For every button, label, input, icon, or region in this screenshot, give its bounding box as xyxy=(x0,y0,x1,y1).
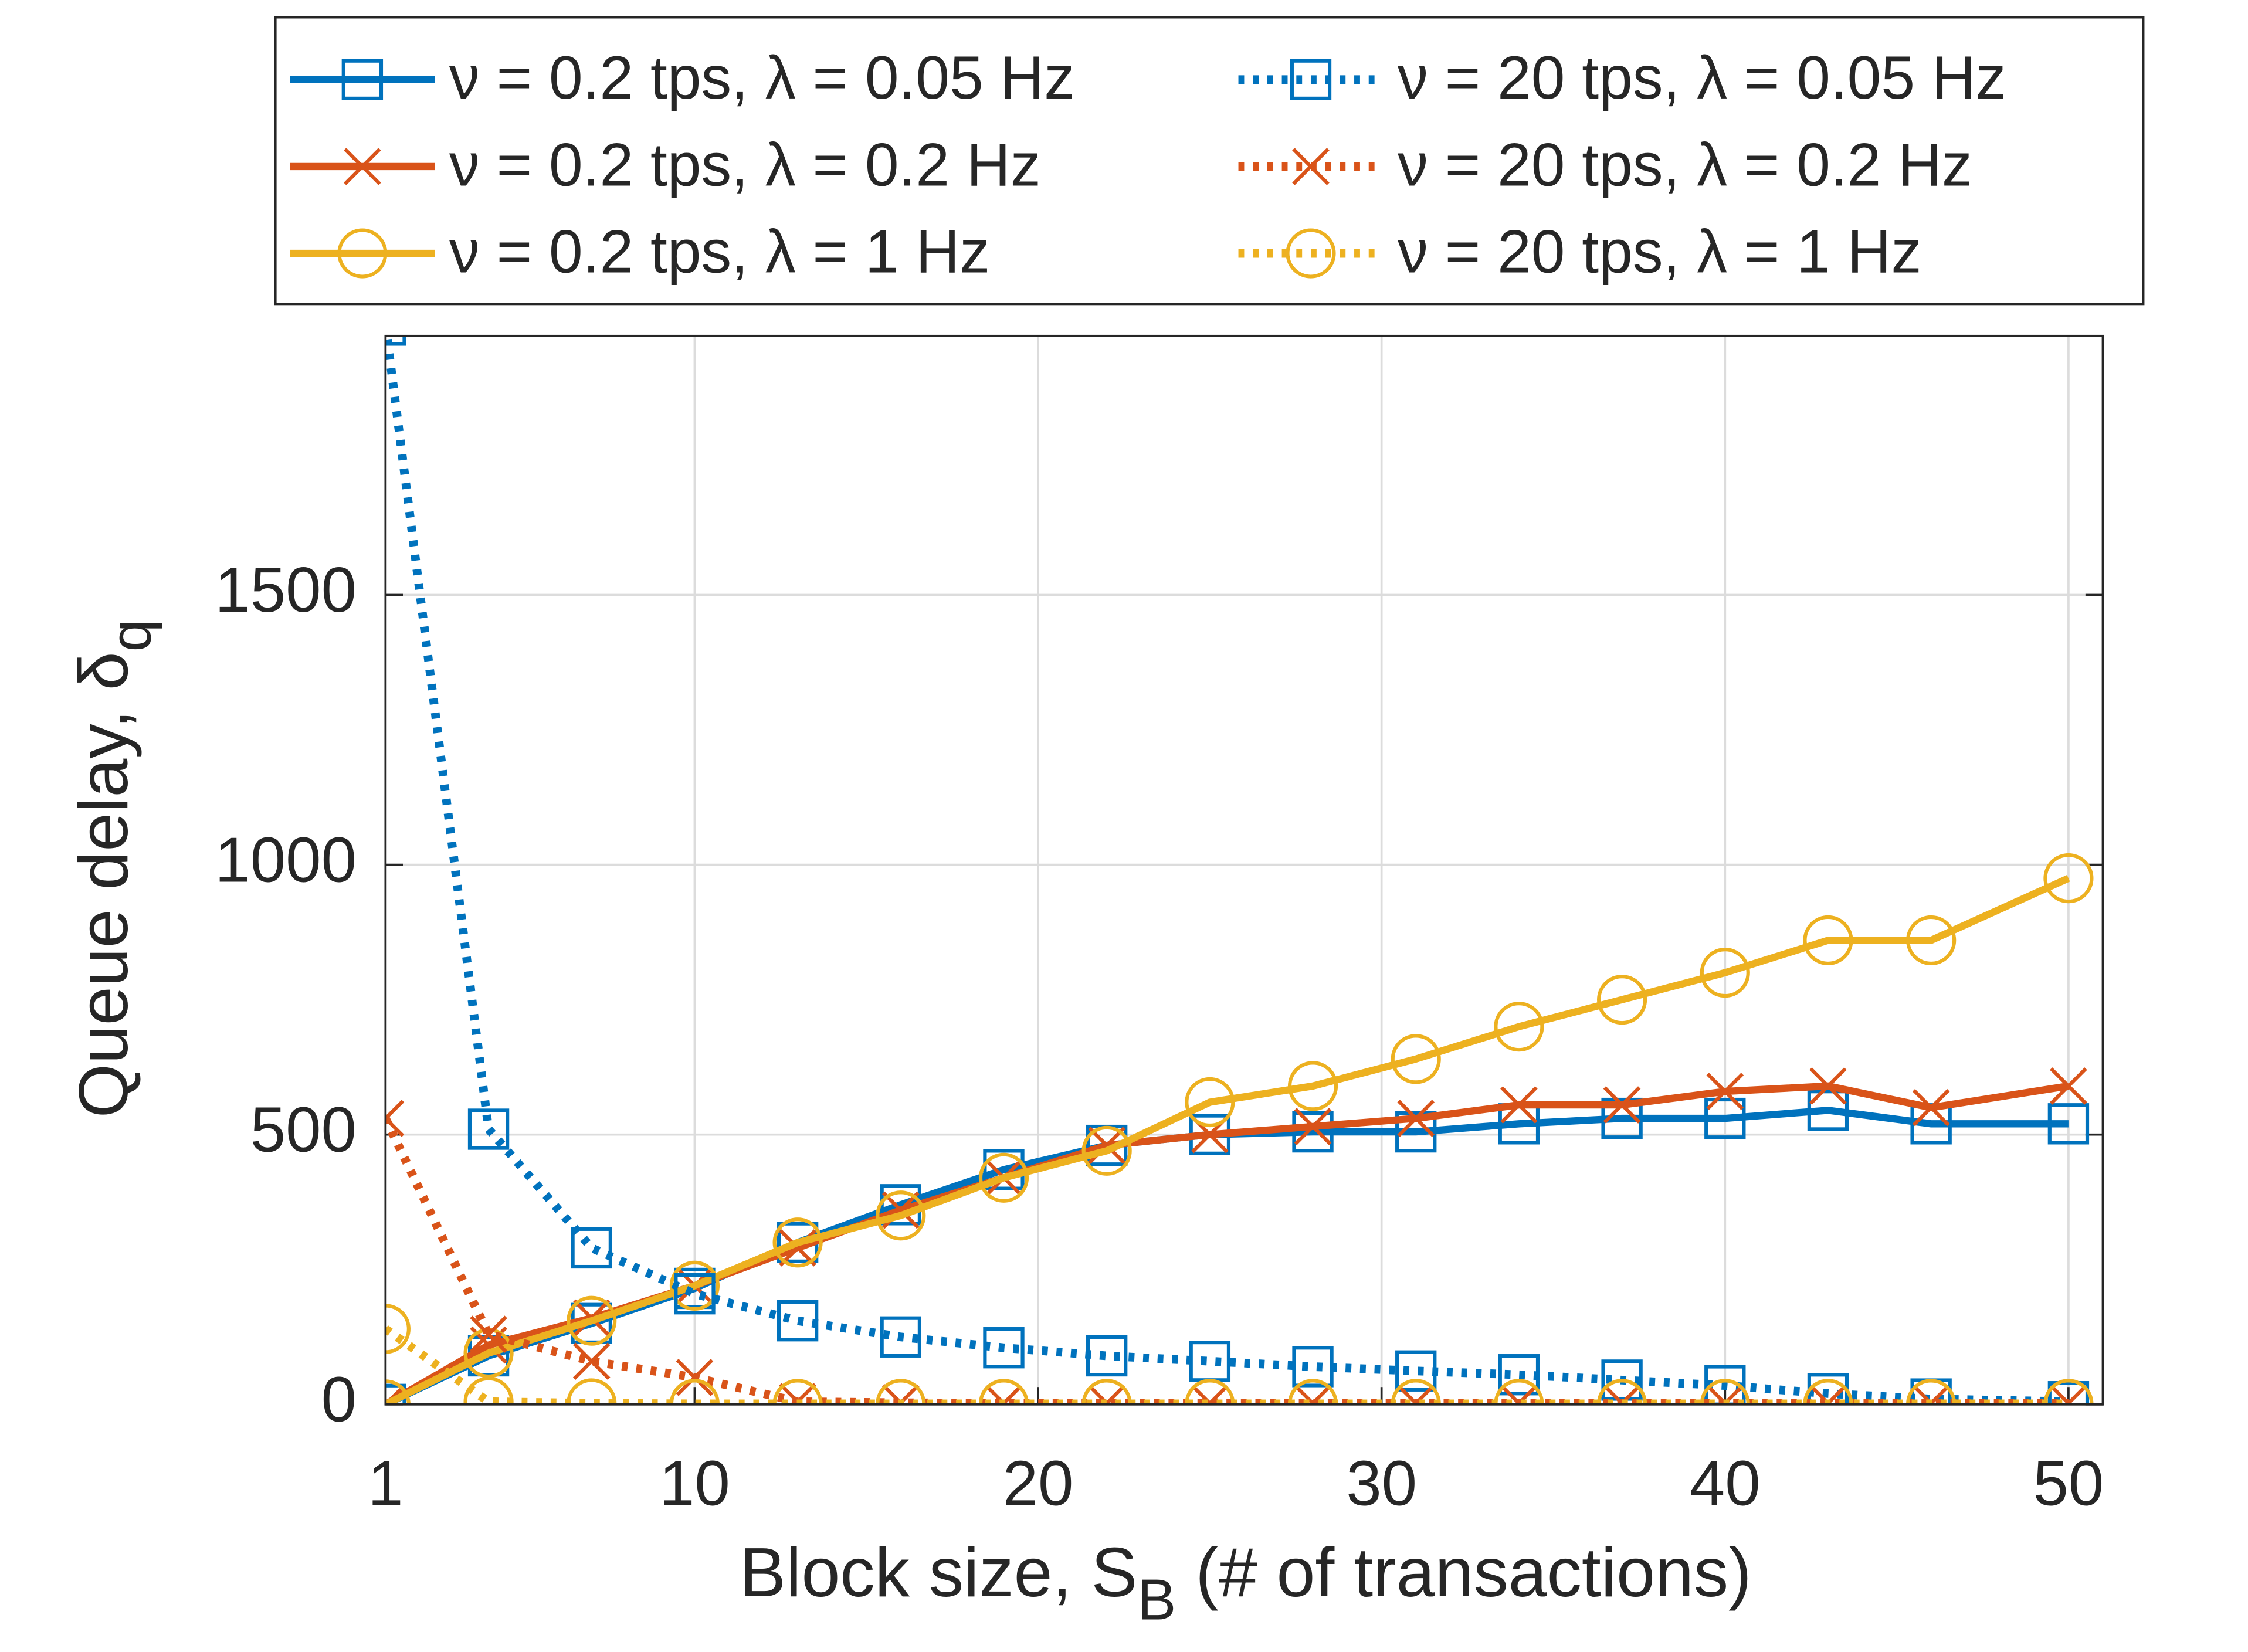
marker-circle xyxy=(337,228,388,279)
marker-circle xyxy=(1185,1077,1235,1128)
y-tick-label: 1000 xyxy=(215,825,357,895)
marker-circle xyxy=(772,1217,823,1268)
axes-box xyxy=(384,334,2104,1406)
marker-square xyxy=(1807,1090,1849,1131)
marker-square xyxy=(1395,1350,1437,1392)
marker-square xyxy=(1704,1097,1746,1139)
marker-circle xyxy=(385,1304,411,1354)
marker-square xyxy=(1086,1335,1128,1377)
marker-circle xyxy=(669,1260,720,1311)
marker-square xyxy=(983,1327,1025,1369)
legend-label: ν = 20 tps, λ = 1 Hz xyxy=(1398,217,1921,285)
marker-circle xyxy=(1906,915,1957,966)
x-tick-label: 40 xyxy=(1690,1449,1761,1519)
marker-square xyxy=(1601,1359,1643,1401)
legend-label: ν = 20 tps, λ = 0.05 Hz xyxy=(1398,43,2006,111)
y-tick-label: 0 xyxy=(321,1365,357,1436)
x-label-rest: (# of transactions) xyxy=(1176,1534,1751,1612)
marker-square xyxy=(2047,1381,2090,1405)
marker-x xyxy=(2050,1067,2087,1105)
marker-x xyxy=(1397,1100,1435,1137)
marker-circle xyxy=(876,1190,926,1241)
legend-label: ν = 20 tps, λ = 0.2 Hz xyxy=(1398,130,1972,198)
marker-square xyxy=(571,1227,612,1269)
marker-square xyxy=(1292,1346,1334,1388)
legend-label: ν = 0.2 tps, λ = 0.05 Hz xyxy=(449,43,1074,111)
marker-square xyxy=(674,1273,716,1315)
x-label-main: Block size, S xyxy=(740,1534,1137,1612)
marker-square xyxy=(880,1316,921,1358)
marker-square xyxy=(1601,1097,1643,1139)
legend-label: ν = 0.2 tps, λ = 0.2 Hz xyxy=(449,130,1041,198)
marker-circle xyxy=(978,1152,1029,1203)
marker-circle xyxy=(1287,1061,1338,1111)
marker-square xyxy=(2047,1103,2090,1145)
marker-x xyxy=(1292,148,1330,185)
marker-circle xyxy=(567,1295,617,1346)
marker-circle xyxy=(1494,1002,1544,1052)
marker-x xyxy=(1294,1108,1332,1145)
y-tick-label: 500 xyxy=(250,1094,357,1165)
plot-area xyxy=(385,335,2094,1405)
marker-x xyxy=(344,148,381,185)
y-label-main: Queue delay, δ xyxy=(65,652,143,1118)
legend-box xyxy=(274,16,2145,306)
marker-x xyxy=(385,1386,405,1405)
legend-label: ν = 0.2 tps, λ = 1 Hz xyxy=(449,217,990,285)
marker-x xyxy=(470,1315,507,1353)
marker-x xyxy=(1500,1086,1538,1124)
marker-x xyxy=(385,1100,405,1137)
marker-x xyxy=(572,1342,611,1380)
marker-circle xyxy=(1286,228,1336,279)
legend: ν = 0.2 tps, λ = 0.05 Hz ν = 0.2 tps, λ =… xyxy=(290,43,2006,285)
marker-x xyxy=(1603,1086,1641,1124)
marker-square xyxy=(1290,59,1332,100)
marker-circle xyxy=(1597,975,1647,1025)
marker-square xyxy=(467,1108,510,1150)
marker-square xyxy=(1292,1111,1334,1153)
marker-circle xyxy=(1391,1034,1441,1084)
series-line xyxy=(385,874,2070,1405)
marker-square xyxy=(777,1300,819,1342)
marker-x xyxy=(1809,1067,1847,1105)
x-axis-label: Block size, SB (# of transactions) xyxy=(740,1534,1752,1631)
x-tick-label: 20 xyxy=(1003,1449,1074,1519)
marker-square xyxy=(1395,1111,1437,1153)
x-tick-label: 30 xyxy=(1346,1449,1417,1519)
y-tick-label: 1500 xyxy=(215,555,357,626)
marker-square xyxy=(1498,1354,1540,1396)
marker-circle xyxy=(1081,1125,1132,1176)
x-tick-label: 1 xyxy=(368,1449,403,1519)
y-label-sub: q xyxy=(98,619,162,652)
marker-circle xyxy=(1803,915,1853,966)
marker-circle xyxy=(1700,948,1750,998)
marker-x xyxy=(1706,1073,1744,1110)
x-tick-label: 50 xyxy=(2033,1449,2104,1519)
series-line xyxy=(385,335,2069,1405)
marker-x xyxy=(676,1359,714,1396)
x-label-sub: B xyxy=(1137,1568,1176,1632)
marker-x xyxy=(1912,1088,1950,1127)
x-tick-label: 10 xyxy=(659,1449,730,1519)
y-axis-label: Queue delay, δq xyxy=(65,619,162,1118)
marker-square xyxy=(341,59,384,100)
marker-circle xyxy=(463,1376,514,1405)
marker-circle xyxy=(2043,853,2094,904)
